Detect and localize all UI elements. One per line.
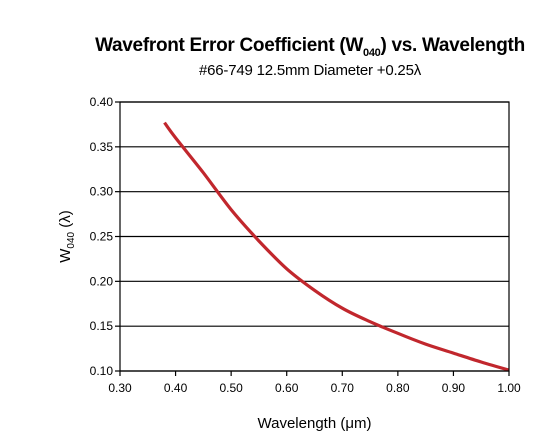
x-tick-label: 0.80 (386, 381, 410, 395)
chart-title-text-end: ) vs. Wavelength (380, 35, 525, 56)
y-tick-label: 0.25 (90, 230, 114, 244)
x-tick-label: 0.30 (108, 381, 132, 395)
series-layer (163, 121, 510, 372)
chart-subtitle: #66-749 12.5mm Diameter +0.25λ (198, 62, 422, 79)
y-tick-label: 0.20 (90, 274, 114, 288)
x-axis-label: Wavelength (μm) (258, 415, 372, 432)
plot-frame (119, 101, 510, 372)
x-tick-label: 0.60 (275, 381, 299, 395)
y-tick-label: 0.35 (90, 140, 114, 154)
chart-title-text: Wavefront Error Coefficient (W (95, 35, 364, 56)
y-tick-label: 0.15 (90, 319, 114, 333)
chart-title-subscript: 040 (363, 47, 381, 59)
x-tick-label: 0.50 (219, 381, 243, 395)
series-line (163, 121, 510, 372)
ticks: 0.10 0.15 0.20 0.25 0.30 0.35 0.40 0.30 0.40 0.50… (90, 95, 521, 395)
y-axis-label: W040 (λ) (57, 210, 77, 263)
x-tick-label: 1.00 (497, 381, 521, 395)
x-tick-label: 0.40 (164, 381, 188, 395)
y-tick-label: 0.30 (90, 185, 114, 199)
x-tick-label: 0.70 (331, 381, 355, 395)
y-tick-label: 0.40 (90, 95, 114, 109)
y-tick-label: 0.10 (90, 364, 114, 378)
x-tick-label: 0.90 (442, 381, 466, 395)
chart-title: Wavefront Error Coefficient (W040) vs. W… (0, 35, 550, 59)
